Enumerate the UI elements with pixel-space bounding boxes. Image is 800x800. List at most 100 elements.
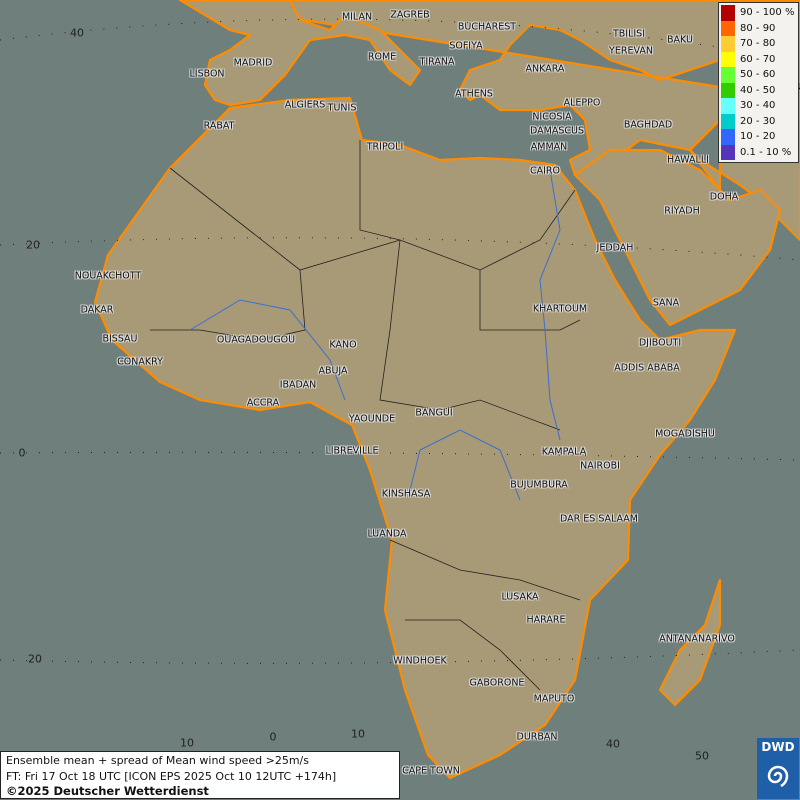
legend-swatch <box>721 5 735 21</box>
legend-row: 30 - 40 <box>719 98 798 114</box>
city-label: GABORONE <box>469 677 525 689</box>
city-label: TBILISI <box>612 28 646 40</box>
city-label: TRIPOLI <box>366 141 404 153</box>
caption-title: Ensemble mean + spread of Mean wind spee… <box>6 754 309 767</box>
dwd-logo: DWD <box>757 738 799 799</box>
city-label: KANO <box>329 339 357 351</box>
city-label: ACCRA <box>246 397 280 409</box>
legend: 90 - 100 % 80 - 90 70 - 80 60 - 70 50 - 60 40… <box>718 2 799 163</box>
city-label: LUANDA <box>367 528 407 540</box>
legend-row: 90 - 100 % <box>719 5 798 21</box>
lat-label: 0 <box>18 446 26 460</box>
city-label: BUJUMBURA <box>510 479 568 491</box>
city-label: AMMAN <box>530 141 568 153</box>
city-label: BISSAU <box>102 333 138 345</box>
city-label: ANTANANARIVO <box>659 633 735 645</box>
legend-swatch <box>721 129 735 145</box>
lat-label: 20 <box>26 238 40 252</box>
lon-label: 10 <box>180 736 194 750</box>
city-label: YAOUNDE <box>348 413 396 425</box>
border-line <box>150 269 306 341</box>
caption-copyright: ©2025 Deutscher Wetterdienst <box>6 784 209 798</box>
land-iberia-italy <box>178 0 422 107</box>
legend-swatch <box>721 67 735 83</box>
legend-swatch <box>721 82 735 98</box>
city-label: MADRID <box>233 57 273 69</box>
city-label: ROME <box>367 51 397 63</box>
legend-row: 80 - 90 <box>719 20 798 36</box>
land-madagascar <box>658 578 722 707</box>
city-label: DAR ES SALAAM <box>560 513 638 525</box>
city-label: KINSHASA <box>381 488 431 500</box>
city-label: IBADAN <box>279 379 317 391</box>
border-line <box>379 239 561 431</box>
lon-label: 40 <box>606 737 620 751</box>
city-label: HAWALLI <box>667 154 709 166</box>
border-line <box>359 140 401 241</box>
city-label: NICOSIA <box>532 111 572 123</box>
city-label: TUNIS <box>327 102 357 114</box>
legend-swatch <box>721 113 735 129</box>
city-label: ANKARA <box>525 63 565 75</box>
legend-label: 10 - 20 <box>740 131 776 143</box>
lon-label: 0 <box>269 730 277 744</box>
city-label: LUSAKA <box>501 591 539 603</box>
lon-label: 10 <box>351 727 365 741</box>
legend-row: 0.1 - 10 % <box>719 144 798 160</box>
city-label: ATHENS <box>455 88 493 100</box>
legend-label: 50 - 60 <box>740 69 776 81</box>
river-niger <box>189 299 346 401</box>
legend-swatch <box>721 51 735 67</box>
city-label: KAMPALA <box>541 446 587 458</box>
city-label: NAIROBI <box>580 460 620 472</box>
city-label: ALGIERS <box>284 99 326 111</box>
legend-swatch <box>721 20 735 36</box>
city-label: WINDHOEK <box>393 655 447 667</box>
city-label: BAKU <box>667 34 693 46</box>
city-label: DURBAN <box>516 731 558 743</box>
river-nile <box>539 169 561 441</box>
city-label: BUCHAREST <box>457 21 517 33</box>
city-label: ADDIS ABABA <box>614 362 680 374</box>
legend-label: 40 - 50 <box>740 84 776 96</box>
caption-box: Ensemble mean + spread of Mean wind spee… <box>0 751 400 799</box>
legend-label: 80 - 90 <box>740 22 776 34</box>
legend-label: 60 - 70 <box>740 53 776 65</box>
legend-label: 20 - 30 <box>740 115 776 127</box>
legend-label: 30 - 40 <box>740 100 776 112</box>
city-label: JEDDAH <box>596 242 634 254</box>
border-line <box>479 270 581 331</box>
city-label: CAPE TOWN <box>402 765 460 777</box>
legend-row: 60 - 70 <box>719 51 798 67</box>
legend-label: 0.1 - 10 % <box>740 146 792 158</box>
city-label: ABUJA <box>318 365 348 377</box>
city-label: MOGADISHU <box>655 428 715 440</box>
legend-row: 40 - 50 <box>719 82 798 98</box>
border-line <box>405 619 541 691</box>
city-label: LISBON <box>189 68 225 80</box>
city-label: DOHA <box>709 191 739 203</box>
city-label: BANGUI <box>415 407 453 419</box>
border-line <box>389 539 581 601</box>
city-label: BAGHDAD <box>623 119 673 131</box>
river-congo <box>409 429 521 501</box>
legend-row: 20 - 30 <box>719 113 798 129</box>
city-label: MILAN <box>341 11 373 23</box>
city-label: YEREVAN <box>609 45 653 57</box>
legend-row: 10 - 20 <box>719 129 798 145</box>
city-label: KHARTOUM <box>532 303 588 315</box>
city-label: OUAGADOUGOU <box>216 334 296 346</box>
city-label: DAKAR <box>80 304 114 316</box>
city-label: SOFIYA <box>449 40 483 52</box>
city-label: LIBREVILLE <box>325 445 379 457</box>
city-label: MAPUTO <box>533 693 575 705</box>
city-label: TIRANA <box>419 56 455 68</box>
city-label: CONAKRY <box>117 356 163 368</box>
spiral-icon <box>767 765 789 788</box>
legend-swatch <box>721 144 735 160</box>
legend-swatch <box>721 98 735 114</box>
logo-text: DWD <box>761 740 795 754</box>
border-line <box>169 167 576 271</box>
city-label: DJIBOUTI <box>638 337 682 349</box>
